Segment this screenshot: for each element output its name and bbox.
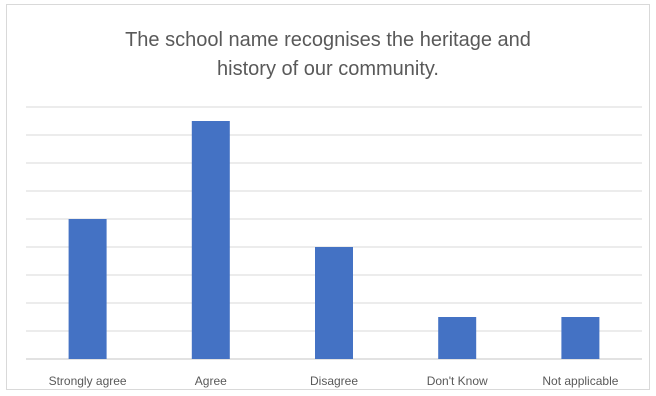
chart-title-line-2: history of our community. — [217, 58, 439, 80]
x-tick-label: Agree — [195, 374, 227, 388]
bar-not-applicable — [561, 317, 600, 359]
x-tick-label: Not applicable — [542, 374, 618, 388]
chart-title: The school name recognises the heritage … — [0, 26, 656, 84]
bar-disagree — [315, 247, 353, 359]
bar-strongly-agree — [68, 219, 107, 359]
x-tick-label: Disagree — [310, 374, 358, 388]
x-tick-label: Strongly agree — [49, 374, 127, 388]
bar-agree — [191, 121, 230, 359]
x-tick-label: Don't Know — [427, 374, 488, 388]
bar-don-t-know — [438, 317, 477, 359]
chart-title-line-1: The school name recognises the heritage … — [125, 29, 531, 51]
